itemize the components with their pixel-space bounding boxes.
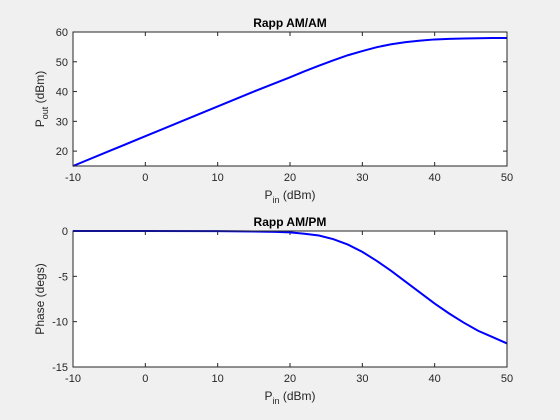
y-tick-label: -15 xyxy=(52,362,68,374)
x-tick-label: 0 xyxy=(142,172,148,184)
am-pm-axes xyxy=(73,231,507,367)
am-pm-x-label: Pin (dBm) xyxy=(264,389,315,406)
y-tick-label: 30 xyxy=(56,116,68,128)
x-tick-label: 30 xyxy=(356,172,368,184)
y-tick-label: -5 xyxy=(58,271,68,283)
am-am-axes-frame xyxy=(72,31,508,167)
y-tick-label: 60 xyxy=(56,27,68,39)
x-tick-label: 10 xyxy=(212,172,224,184)
y-tick-label: 40 xyxy=(56,87,68,99)
x-tick-label: 0 xyxy=(142,373,148,385)
y-tick-label: 50 xyxy=(56,57,68,69)
am-pm-y-label: Phase (degs) xyxy=(33,263,47,334)
x-tick-label: 20 xyxy=(284,373,296,385)
x-tick-label: 40 xyxy=(429,172,441,184)
x-tick-label: -10 xyxy=(65,373,81,385)
x-tick-label: 50 xyxy=(501,373,513,385)
x-tick-label: 30 xyxy=(356,373,368,385)
x-tick-label: 50 xyxy=(501,172,513,184)
y-tick-label: 20 xyxy=(56,146,68,158)
x-tick-label: 40 xyxy=(429,373,441,385)
am-am-series-line xyxy=(72,36,507,167)
am-pm-ticks: -10 0 10 20 30 40 50-15-10-50 xyxy=(52,226,513,385)
am-am-x-label: Pin (dBm) xyxy=(264,188,315,205)
y-tick-label: 0 xyxy=(62,226,68,238)
am-pm-axes-frame xyxy=(72,230,508,368)
am-pm-subplot: -10 0 10 20 30 40 50-15-10-50 Rapp AM/PM Pin (… xyxy=(33,215,513,406)
am-am-subplot: -10 0 10 20 30 40 50 20 30 40 50 60 Rapp AM/AM Pin … xyxy=(33,16,513,205)
x-tick-label: 10 xyxy=(212,373,224,385)
am-am-ticks: -10 0 10 20 30 40 50 20 30 40 50 60 xyxy=(56,27,513,184)
am-am-title: Rapp AM/AM xyxy=(253,16,327,30)
am-am-axes xyxy=(73,32,507,166)
am-pm-series-line xyxy=(73,230,508,345)
y-tick-label: -10 xyxy=(52,317,68,329)
x-tick-label: 20 xyxy=(284,172,296,184)
x-tick-label: -10 xyxy=(65,172,81,184)
am-am-y-label: Pout (dBm) xyxy=(33,71,50,128)
am-pm-title: Rapp AM/PM xyxy=(254,215,327,229)
